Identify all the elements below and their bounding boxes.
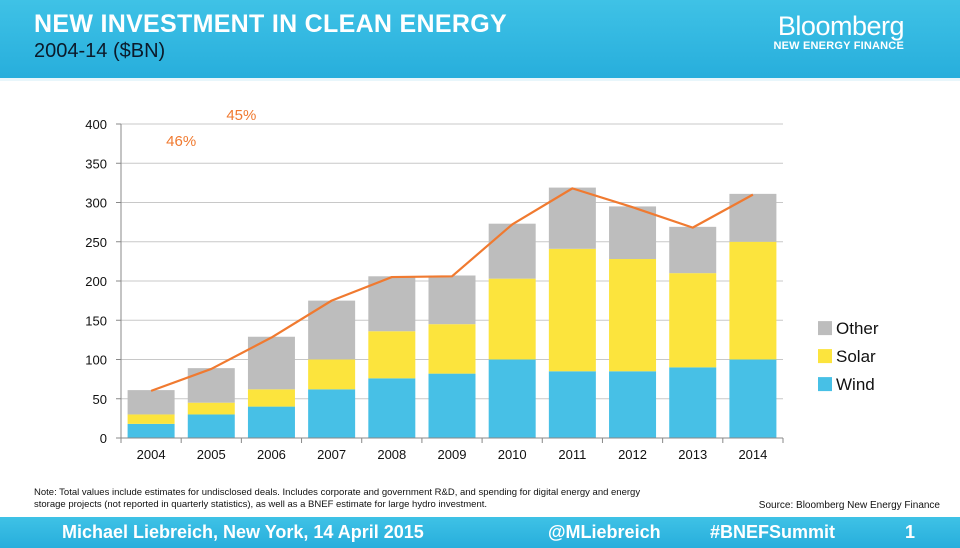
x-tick-label: 2007: [317, 447, 346, 462]
bar-solar-2010: [488, 278, 536, 360]
brand-subtitle: NEW ENERGY FINANCE: [773, 40, 904, 52]
growth-labels: 46%45%36%17%1%31%16%-8%-9%15%: [166, 107, 256, 150]
bar-wind-2014: [729, 359, 777, 438]
bar-series: [127, 187, 777, 438]
footer-author: Michael Liebreich, New York, 14 April 20…: [62, 522, 424, 542]
bar-other-2005: [187, 368, 235, 403]
growth-label: 46%: [166, 133, 196, 150]
y-tick-label: 300: [85, 196, 107, 211]
growth-label: 45%: [226, 107, 256, 124]
axes: 0 50 100 150 200 250 300 350 400 2004 2005 2006 2007…: [85, 117, 784, 462]
legend: Other Solar Wind: [818, 319, 879, 394]
bar-other-2004: [127, 390, 175, 415]
bar-other-2010: [488, 223, 536, 279]
bar-solar-2013: [669, 273, 717, 368]
bar-solar-2005: [187, 402, 235, 415]
bar-other-2006: [247, 336, 295, 390]
y-tick-label: 200: [85, 274, 107, 289]
y-tick-label: 250: [85, 235, 107, 250]
x-tick-label: 2004: [137, 447, 166, 462]
header-divider: [0, 78, 960, 81]
bar-solar-2012: [609, 259, 657, 372]
bar-other-2013: [669, 226, 717, 274]
bar-solar-2011: [548, 248, 596, 372]
investment-chart: 0 50 100 150 200 250 300 350 400 2004 2005 2006 2007…: [85, 107, 879, 462]
x-tick-label: 2014: [738, 447, 767, 462]
bar-wind-2004: [127, 423, 175, 438]
legend-swatch-other: [818, 321, 832, 336]
x-tick-label: 2013: [678, 447, 707, 462]
bar-solar-2008: [368, 331, 416, 379]
bar-other-2014: [729, 193, 777, 242]
y-tick-label: 0: [100, 431, 107, 446]
bar-other-2009: [428, 275, 476, 325]
bar-solar-2006: [247, 389, 295, 407]
bar-wind-2008: [368, 378, 416, 438]
footer-twitter-handle: @MLiebreich: [548, 522, 661, 542]
bar-wind-2007: [308, 389, 356, 438]
x-tick-label: 2008: [377, 447, 406, 462]
y-tick-label: 100: [85, 353, 107, 368]
source-credit: Source: Bloomberg New Energy Finance: [758, 500, 940, 511]
x-tick-label: 2011: [558, 447, 586, 462]
slide-subtitle: 2004-14 ($BN): [34, 40, 166, 62]
bar-other-2008: [368, 276, 416, 332]
header-banner: NEW INVESTMENT IN CLEAN ENERGY 2004-14 (…: [0, 0, 960, 78]
bar-wind-2009: [428, 373, 476, 438]
legend-label-solar: Solar: [836, 347, 876, 366]
legend-swatch-solar: [818, 349, 832, 364]
x-tick-label: 2010: [498, 447, 527, 462]
bar-solar-2004: [127, 414, 175, 424]
bar-solar-2014: [729, 241, 777, 360]
x-tick-label: 2005: [197, 447, 226, 462]
y-tick-label: 150: [85, 313, 107, 328]
bar-wind-2011: [548, 371, 596, 438]
legend-swatch-wind: [818, 377, 832, 392]
legend-label-other: Other: [836, 319, 879, 338]
bar-other-2012: [609, 206, 657, 260]
bloomberg-logo: Bloomberg NEW ENERGY FINANCE: [773, 12, 904, 52]
legend-label-wind: Wind: [836, 375, 875, 394]
x-tick-label: 2009: [438, 447, 467, 462]
x-tick-label: 2012: [618, 447, 647, 462]
bar-wind-2012: [609, 371, 657, 438]
y-tick-label: 50: [93, 392, 107, 407]
total-line: [150, 187, 754, 392]
brand-name: Bloomberg: [777, 11, 905, 41]
bar-wind-2010: [488, 359, 536, 438]
footnote: Note: Total values include estimates for…: [34, 487, 641, 510]
bar-solar-2007: [308, 359, 356, 390]
bar-solar-2009: [428, 324, 476, 374]
slide-title: NEW INVESTMENT IN CLEAN ENERGY: [34, 10, 507, 38]
footer-banner: Michael Liebreich, New York, 14 April 20…: [0, 517, 960, 548]
x-tick-label: 2006: [257, 447, 286, 462]
footer-hashtag: #BNEFSummit: [710, 522, 836, 542]
total-investment-line: [150, 187, 754, 392]
bar-wind-2005: [187, 414, 235, 438]
bar-wind-2006: [247, 406, 295, 438]
bar-other-2011: [548, 187, 596, 249]
bar-wind-2013: [669, 367, 717, 438]
y-tick-label: 350: [85, 156, 107, 171]
page-number: 1: [905, 522, 916, 542]
y-tick-label: 400: [85, 117, 107, 132]
